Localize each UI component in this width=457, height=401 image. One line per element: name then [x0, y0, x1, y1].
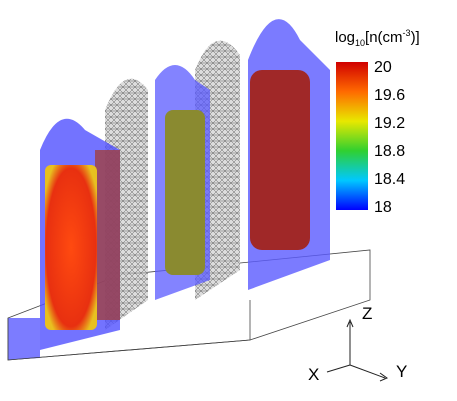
colorbar-tick-label: 19.2 [374, 115, 405, 132]
colorbar-tick-label: 19.6 [374, 87, 405, 104]
colorbar-tick-label: 18.8 [374, 143, 405, 160]
axis-triad [326, 318, 389, 382]
device [7, 19, 371, 361]
axis-label-x: X [308, 365, 319, 384]
colorbar-title: log10[n(cm-3)] [335, 28, 420, 48]
title-part: [n(cm [365, 29, 403, 46]
title-sup: -3 [403, 28, 411, 38]
colorbar-scale [336, 62, 368, 210]
colorbar-tick-label: 20 [374, 59, 392, 76]
colorbar-tick-label: 18 [374, 199, 392, 216]
title-part: )] [411, 29, 420, 46]
colorbar-ticks: 20 19.6 19.2 18.8 18.4 18 [374, 59, 405, 216]
title-part: log [335, 29, 355, 46]
colorbar-tick-label: 18.4 [374, 171, 405, 188]
axis-label-y: Y [396, 362, 407, 381]
title-sub: 10 [355, 38, 365, 48]
axis-label-z: Z [362, 304, 372, 323]
colorbar: log10[n(cm-3)] 20 19.6 19.2 18.8 18.4 18 [335, 28, 420, 216]
